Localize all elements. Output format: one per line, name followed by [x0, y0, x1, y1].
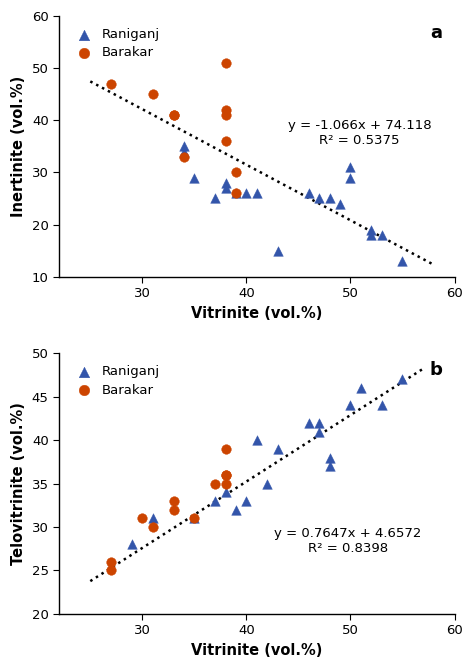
Raniganj	[253, 435, 261, 446]
Barakar	[222, 104, 229, 115]
Raniganj	[367, 229, 375, 240]
Barakar	[138, 513, 146, 524]
Barakar	[232, 188, 240, 199]
Raniganj	[191, 173, 198, 183]
Raniganj	[315, 426, 323, 437]
Raniganj	[326, 461, 333, 472]
Legend: Raniganj, Barakar: Raniganj, Barakar	[66, 360, 164, 402]
Barakar	[211, 478, 219, 489]
Raniganj	[243, 496, 250, 506]
Raniganj	[222, 183, 229, 193]
Barakar	[170, 504, 177, 515]
Raniganj	[305, 188, 313, 199]
Raniganj	[346, 400, 354, 411]
Barakar	[222, 470, 229, 480]
Barakar	[191, 513, 198, 524]
Raniganj	[128, 539, 136, 550]
Raniganj	[264, 478, 271, 489]
Barakar	[170, 110, 177, 120]
Raniganj	[253, 188, 261, 199]
Raniganj	[346, 173, 354, 183]
Raniganj	[357, 383, 365, 393]
Barakar	[222, 136, 229, 147]
X-axis label: Vitrinite (vol.%): Vitrinite (vol.%)	[191, 643, 322, 658]
Raniganj	[243, 188, 250, 199]
Raniganj	[346, 162, 354, 173]
Raniganj	[180, 141, 188, 152]
Raniganj	[326, 193, 333, 204]
Text: y = 0.7647x + 4.6572
R² = 0.8398: y = 0.7647x + 4.6572 R² = 0.8398	[274, 527, 421, 555]
Raniganj	[222, 487, 229, 498]
Text: b: b	[430, 361, 443, 379]
Raniganj	[326, 452, 333, 463]
Barakar	[222, 470, 229, 480]
Barakar	[222, 110, 229, 120]
Raniganj	[232, 504, 240, 515]
Barakar	[222, 478, 229, 489]
Barakar	[232, 167, 240, 178]
Barakar	[222, 444, 229, 454]
Raniganj	[211, 496, 219, 506]
Barakar	[149, 89, 156, 100]
Raniganj	[222, 177, 229, 188]
Barakar	[170, 496, 177, 506]
Barakar	[107, 565, 115, 576]
Legend: Raniganj, Barakar: Raniganj, Barakar	[66, 23, 164, 64]
Text: y = -1.066x + 74.118
R² = 0.5375: y = -1.066x + 74.118 R² = 0.5375	[288, 119, 431, 147]
Raniganj	[315, 417, 323, 428]
Raniganj	[180, 147, 188, 157]
Raniganj	[149, 513, 156, 524]
Barakar	[149, 522, 156, 533]
Raniganj	[399, 374, 406, 385]
Raniganj	[211, 193, 219, 204]
Raniganj	[191, 513, 198, 524]
Barakar	[222, 58, 229, 68]
Raniganj	[315, 193, 323, 204]
Raniganj	[378, 400, 385, 411]
Barakar	[180, 151, 188, 162]
Raniganj	[274, 444, 282, 454]
Raniganj	[367, 224, 375, 235]
Raniganj	[336, 198, 344, 209]
Y-axis label: Inertinite (vol.%): Inertinite (vol.%)	[11, 76, 26, 217]
X-axis label: Vitrinite (vol.%): Vitrinite (vol.%)	[191, 306, 322, 320]
Raniganj	[232, 188, 240, 199]
Raniganj	[274, 246, 282, 256]
Y-axis label: Telovitrinite (vol.%): Telovitrinite (vol.%)	[11, 402, 26, 565]
Raniganj	[305, 417, 313, 428]
Text: a: a	[431, 24, 443, 42]
Raniganj	[399, 256, 406, 266]
Barakar	[107, 557, 115, 567]
Barakar	[170, 110, 177, 120]
Barakar	[107, 78, 115, 89]
Raniganj	[378, 229, 385, 240]
